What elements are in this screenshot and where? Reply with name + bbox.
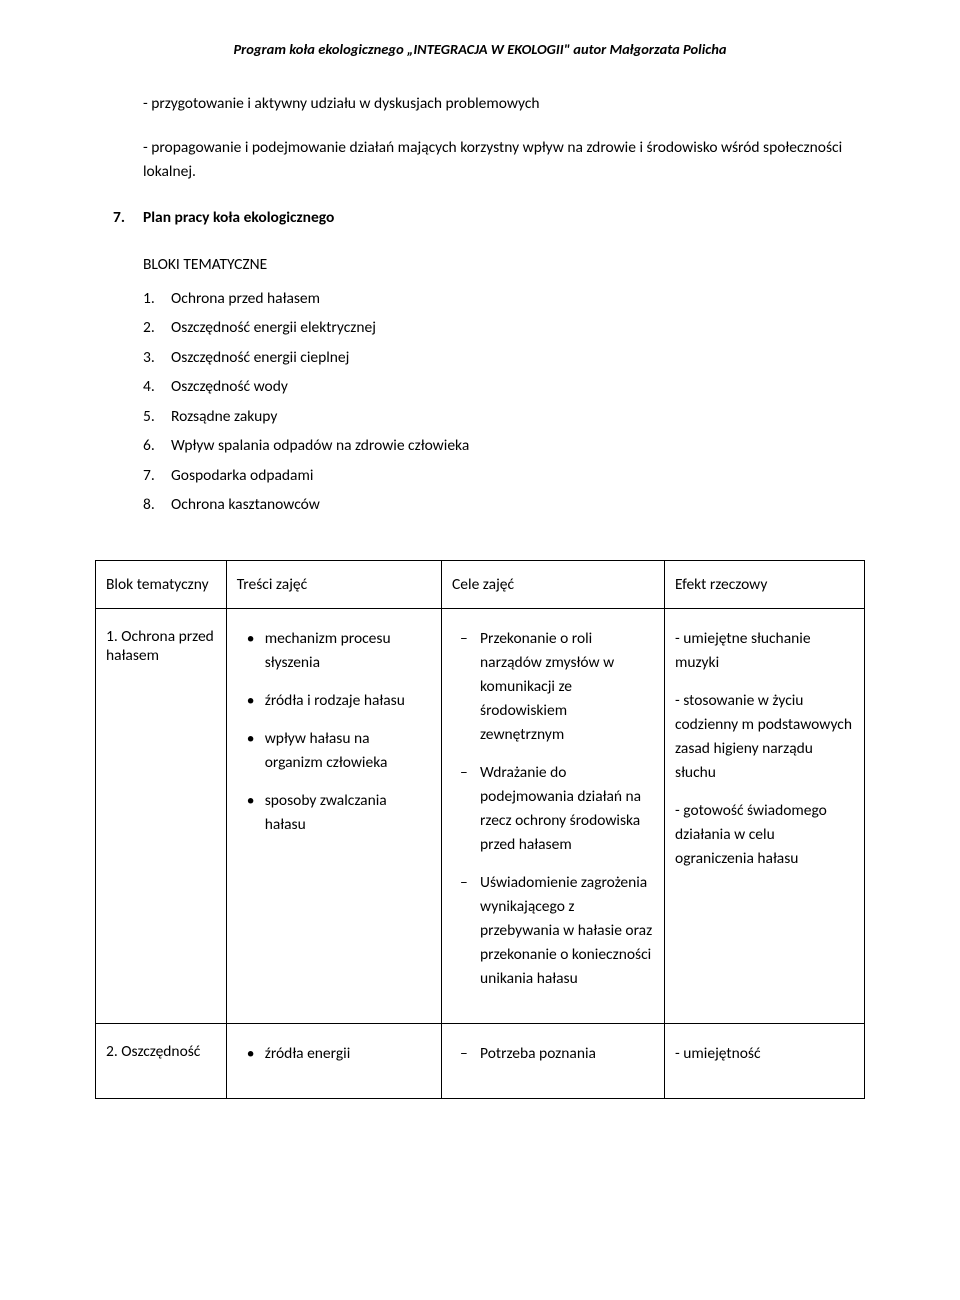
section-title: Plan pracy koła ekologicznego [143, 208, 334, 227]
table-header-row: Blok tematyczny Treści zajęć Cele zajęć … [96, 560, 865, 608]
cell-blok: 1. Ochrona przed hałasem [96, 608, 227, 1023]
list-item: Uświadomienie zagrożenia wynikającego z … [452, 871, 654, 991]
plain-list: - umiejętne słuchanie muzyki - stosowani… [675, 627, 854, 871]
cell-efekt: - umiejętne słuchanie muzyki - stosowani… [665, 608, 865, 1023]
page-header: Program koła ekologicznego „INTEGRACJA W… [95, 40, 865, 58]
table-row: 2. Oszczędność źródła energii Potrzeba p… [96, 1023, 865, 1098]
list-item: Przekonanie o roli narządów zmysłów w ko… [452, 627, 654, 747]
list-item: źródła energii [237, 1042, 431, 1066]
th-efekt: Efekt rzeczowy [665, 560, 865, 608]
list-item: 5.Rozsądne zakupy [143, 402, 865, 431]
bullet-list: mechanizm procesu słyszenia źródła i rod… [237, 627, 431, 837]
list-item: wpływ hałasu na organizm człowieka [237, 727, 431, 775]
list-item: 8.Ochrona kasztanowców [143, 490, 865, 519]
content-table: Blok tematyczny Treści zajęć Cele zajęć … [95, 560, 865, 1099]
list-item: Potrzeba poznania [452, 1042, 654, 1066]
cell-efekt: - umiejętność [665, 1023, 865, 1098]
dash-list: Potrzeba poznania [452, 1042, 654, 1066]
section-heading: 7. Plan pracy koła ekologicznego [95, 208, 865, 227]
list-item: źródła i rodzaje hałasu [237, 689, 431, 713]
section-number: 7. [95, 208, 143, 227]
th-tresci: Treści zajęć [226, 560, 441, 608]
intro-block-2: - propagowanie i podejmowanie działań ma… [143, 136, 865, 184]
list-item: 3.Oszczędność energii cieplnej [143, 343, 865, 372]
table-row: 1. Ochrona przed hałasem mechanizm proce… [96, 608, 865, 1023]
subheading: BLOKI TEMATYCZNE [143, 255, 865, 274]
list-item: - umiejętne słuchanie muzyki [675, 627, 854, 675]
list-item: sposoby zwalczania hałasu [237, 789, 431, 837]
intro-p1: - przygotowanie i aktywny udziału w dysk… [143, 92, 865, 116]
numbered-list: 1.Ochrona przed hałasem 2.Oszczędność en… [143, 284, 865, 520]
bullet-list: źródła energii [237, 1042, 431, 1066]
list-item: - gotowość świadomego działania w celu o… [675, 799, 854, 871]
list-item: 4.Oszczędność wody [143, 372, 865, 401]
dash-list: Przekonanie o roli narządów zmysłów w ko… [452, 627, 654, 991]
list-item: Wdrażanie do podejmowania działań na rze… [452, 761, 654, 857]
intro-p2: - propagowanie i podejmowanie działań ma… [143, 136, 865, 184]
cell-tresci: źródła energii [226, 1023, 441, 1098]
cell-blok: 2. Oszczędność [96, 1023, 227, 1098]
list-item: 6.Wpływ spalania odpadów na zdrowie czło… [143, 431, 865, 460]
th-blok: Blok tematyczny [96, 560, 227, 608]
cell-tresci: mechanizm procesu słyszenia źródła i rod… [226, 608, 441, 1023]
list-item: - umiejętność [675, 1042, 854, 1066]
list-item: - stosowanie w życiu codzienny m podstaw… [675, 689, 854, 785]
list-item: 7. Gospodarka odpadami [143, 461, 865, 490]
list-item: mechanizm procesu słyszenia [237, 627, 431, 675]
th-cele: Cele zajęć [442, 560, 665, 608]
list-item: 2.Oszczędność energii elektrycznej [143, 313, 865, 342]
intro-block: - przygotowanie i aktywny udziału w dysk… [143, 92, 865, 116]
cell-cele: Potrzeba poznania [442, 1023, 665, 1098]
cell-cele: Przekonanie o roli narządów zmysłów w ko… [442, 608, 665, 1023]
plain-list: - umiejętność [675, 1042, 854, 1066]
list-item: 1.Ochrona przed hałasem [143, 284, 865, 313]
